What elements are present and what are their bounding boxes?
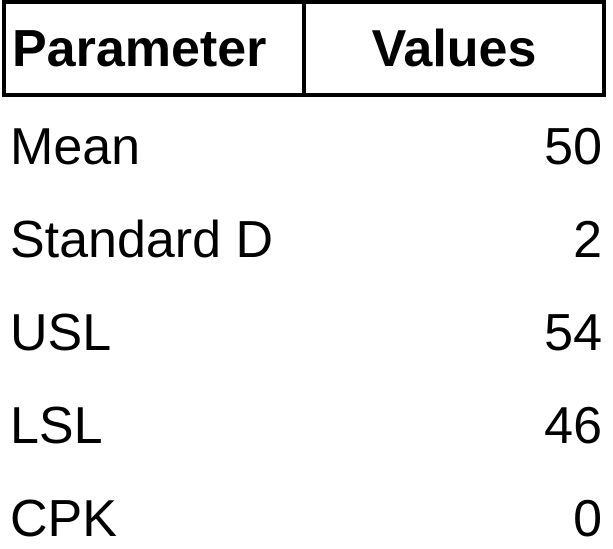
cell-parameter-standard-deviation[interactable]: Standard D (10, 213, 274, 266)
cell-value-mean[interactable]: 50 (544, 120, 602, 173)
table-row: USL 54 (0, 286, 613, 379)
cell-value-lsl[interactable]: 46 (544, 399, 602, 452)
table-row: CPK 0 (0, 472, 613, 549)
cell-parameter-usl[interactable]: USL (10, 306, 112, 359)
header-cell-parameter[interactable]: Parameter (6, 4, 306, 93)
table-row: LSL 46 (0, 379, 613, 472)
cell-value-standard-deviation[interactable]: 2 (573, 213, 602, 266)
cell-parameter-mean[interactable]: Mean (10, 120, 141, 173)
cell-value-usl[interactable]: 54 (544, 306, 602, 359)
table-row: Standard D 2 (0, 193, 613, 286)
table-row: Mean 50 (0, 100, 613, 193)
cell-value-cpk[interactable]: 0 (573, 492, 602, 545)
table-header-row: Parameter Values (2, 0, 606, 97)
cell-parameter-lsl[interactable]: LSL (10, 399, 103, 452)
cell-parameter-cpk[interactable]: CPK (10, 492, 117, 545)
header-cell-values[interactable]: Values (371, 19, 537, 78)
